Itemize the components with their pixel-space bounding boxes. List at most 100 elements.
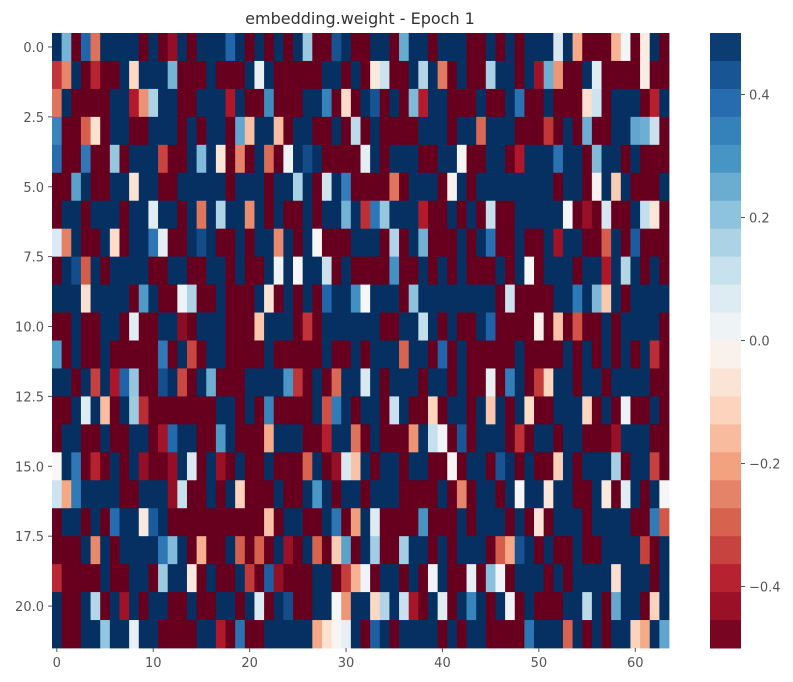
heatmap-cell bbox=[158, 340, 169, 369]
heatmap-cell bbox=[235, 368, 246, 397]
heatmap-cell bbox=[52, 200, 63, 230]
heatmap-cell bbox=[293, 144, 304, 174]
heatmap-cell bbox=[196, 256, 207, 285]
heatmap-cell bbox=[167, 508, 178, 537]
heatmap-cell bbox=[408, 172, 419, 202]
heatmap-cell bbox=[408, 116, 419, 146]
heatmap-cell bbox=[129, 564, 140, 593]
heatmap-cell bbox=[379, 228, 390, 258]
heatmap-cell bbox=[495, 424, 506, 453]
heatmap-cell bbox=[225, 480, 236, 509]
heatmap-cell bbox=[601, 368, 612, 397]
heatmap-cell bbox=[52, 424, 63, 453]
heatmap-cell bbox=[312, 256, 323, 285]
heatmap-cell bbox=[562, 228, 573, 258]
heatmap-cell bbox=[71, 564, 82, 593]
heatmap-cell bbox=[389, 452, 400, 481]
heatmap-cell bbox=[659, 312, 670, 341]
heatmap-cell bbox=[167, 88, 178, 118]
heatmap-cell bbox=[52, 116, 63, 146]
heatmap-cell bbox=[71, 33, 82, 62]
heatmap-cell bbox=[591, 60, 602, 90]
heatmap-cell bbox=[389, 312, 400, 341]
heatmap-cell bbox=[235, 536, 246, 565]
heatmap-cell bbox=[620, 144, 631, 174]
heatmap-cell bbox=[553, 256, 564, 285]
heatmap-cell bbox=[505, 508, 516, 537]
heatmap-cell bbox=[514, 340, 525, 369]
heatmap-cell bbox=[129, 508, 140, 537]
heatmap-cell bbox=[215, 340, 226, 369]
heatmap-cell bbox=[456, 620, 467, 649]
heatmap-cell bbox=[553, 368, 564, 397]
heatmap-cell bbox=[264, 284, 275, 313]
heatmap-cell bbox=[90, 88, 101, 118]
heatmap-cell bbox=[283, 368, 294, 397]
heatmap-cell bbox=[630, 116, 641, 146]
heatmap-cell bbox=[225, 620, 236, 649]
heatmap-cell bbox=[562, 620, 573, 649]
heatmap-cell bbox=[196, 116, 207, 146]
heatmap-cell bbox=[158, 200, 169, 230]
y-axis: 0.0 2.5 5.0 7.5 10.0 12.5 15.0 17.5 20.0 bbox=[15, 41, 52, 615]
heatmap-cell bbox=[235, 564, 246, 593]
heatmap-cell bbox=[456, 88, 467, 118]
heatmap-cell bbox=[418, 368, 429, 397]
heatmap-cell bbox=[456, 144, 467, 174]
heatmap-cell bbox=[158, 368, 169, 397]
heatmap-cell bbox=[582, 60, 593, 90]
heatmap-cell bbox=[495, 172, 506, 202]
heatmap-cell bbox=[138, 340, 149, 369]
heatmap-cell bbox=[321, 172, 332, 202]
heatmap-cell bbox=[524, 536, 535, 565]
heatmap-cell bbox=[534, 592, 545, 621]
heatmap-cell bbox=[167, 452, 178, 481]
heatmap-cell bbox=[264, 340, 275, 369]
heatmap-cell bbox=[100, 536, 111, 565]
heatmap-cell bbox=[206, 340, 217, 369]
heatmap-cell bbox=[148, 340, 159, 369]
heatmap-cell bbox=[302, 480, 313, 509]
heatmap-cell bbox=[196, 340, 207, 369]
heatmap-cell bbox=[553, 508, 564, 537]
heatmap-cell bbox=[543, 508, 554, 537]
heatmap-cell bbox=[630, 536, 641, 565]
heatmap-cell bbox=[206, 256, 217, 285]
heatmap-cell bbox=[582, 620, 593, 649]
heatmap-cell bbox=[206, 592, 217, 621]
heatmap-cell bbox=[456, 312, 467, 341]
heatmap-cell bbox=[591, 312, 602, 341]
heatmap-cell bbox=[427, 228, 439, 258]
heatmap-cell bbox=[505, 256, 516, 285]
heatmap-cell bbox=[379, 172, 390, 202]
heatmap-cell bbox=[572, 284, 583, 313]
heatmap-cell bbox=[562, 88, 573, 118]
heatmap-cell bbox=[264, 116, 275, 146]
heatmap-cell bbox=[370, 564, 381, 593]
heatmap-cell bbox=[52, 228, 63, 258]
heatmap-cell bbox=[80, 228, 91, 258]
heatmap-cell bbox=[485, 88, 496, 118]
colorbar-band bbox=[710, 312, 741, 341]
heatmap-cell bbox=[524, 172, 535, 202]
heatmap-cell bbox=[138, 88, 149, 118]
heatmap-cell bbox=[505, 284, 516, 313]
heatmap-cell bbox=[572, 620, 583, 649]
heatmap-cell bbox=[302, 228, 313, 258]
heatmap-cell bbox=[620, 424, 631, 453]
y-tick-label: 5.0 bbox=[23, 181, 44, 196]
heatmap-cell bbox=[514, 312, 525, 341]
heatmap-cell bbox=[206, 144, 217, 174]
heatmap-cell bbox=[341, 536, 352, 565]
heatmap-cell bbox=[524, 60, 535, 90]
heatmap-cell bbox=[427, 116, 439, 146]
heatmap-cell bbox=[534, 424, 545, 453]
heatmap-cell bbox=[495, 33, 506, 62]
heatmap-cell bbox=[254, 368, 265, 397]
heatmap-cell bbox=[321, 88, 332, 118]
colorbar-band bbox=[710, 564, 741, 593]
heatmap-cell bbox=[350, 452, 361, 481]
heatmap-cell bbox=[71, 284, 82, 313]
heatmap-cell bbox=[264, 620, 275, 649]
heatmap-cell bbox=[350, 256, 361, 285]
